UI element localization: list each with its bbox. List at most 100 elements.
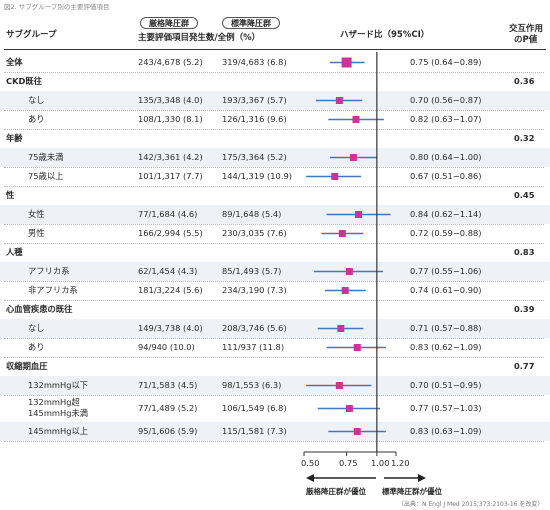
hazard-ratio-ci: 0.72 (0.59−0.88) xyxy=(410,227,482,238)
header-hr: ハザード比（95%CI） xyxy=(340,30,430,40)
standard-events: 111/937 (11.8) xyxy=(222,341,285,352)
subgroup-heading: 性 xyxy=(6,189,15,200)
subgroup-label-line2: 145mmHg未満 xyxy=(28,407,89,418)
row-separator xyxy=(4,243,544,244)
hazard-ratio-ci: 0.77 (0.55−1.06) xyxy=(410,265,482,276)
hr-marker xyxy=(335,97,343,104)
interaction-p-value: 0.32 xyxy=(514,132,535,143)
intensive-events: 62/1,454 (4.3) xyxy=(138,265,198,276)
intensive-events: 142/3,361 (4.2) xyxy=(138,151,203,162)
hazard-ratio-ci: 0.77 (0.57−1.03) xyxy=(410,402,482,413)
intensive-events: 77/1,489 (5.2) xyxy=(138,402,198,413)
row-band xyxy=(0,422,550,441)
hazard-ratio-ci: 0.82 (0.63−1.07) xyxy=(410,113,482,124)
subgroup-heading: 収縮期血圧 xyxy=(6,360,48,371)
row-separator xyxy=(4,110,544,111)
hazard-ratio-ci: 0.83 (0.63−1.09) xyxy=(410,425,482,436)
subgroup-heading: CKD既往 xyxy=(6,75,42,86)
subgroup-heading: 心血管疾患の既往 xyxy=(6,303,73,314)
hr-marker xyxy=(345,405,353,412)
row-band xyxy=(0,148,550,167)
hr-marker xyxy=(341,287,349,294)
favors-standard-arrowhead xyxy=(418,474,426,482)
row-separator xyxy=(4,167,544,168)
legend-intensive-pill: 厳格降圧群 xyxy=(140,17,198,29)
intensive-events: 71/1,583 (4.5) xyxy=(138,379,198,390)
row-separator xyxy=(4,129,544,130)
subgroup-label: アフリカ系 xyxy=(28,265,70,276)
figure-title: 図2. サブグループ別の主要評価項目 xyxy=(4,3,110,11)
favors-intensive-arrowhead xyxy=(306,474,314,482)
interaction-p-value: 0.77 xyxy=(514,360,535,371)
hr-marker xyxy=(331,173,339,180)
standard-events: 234/3,190 (7.3) xyxy=(222,284,287,295)
axis-tick-075: 0.75 xyxy=(339,458,358,468)
interaction-p-value: 0.83 xyxy=(514,246,535,257)
standard-events: 193/3,367 (5.7) xyxy=(222,94,287,105)
subgroup-label: 全体 xyxy=(6,56,23,67)
standard-events: 98/1,553 (6.3) xyxy=(222,379,282,390)
intensive-events: 149/3,738 (4.0) xyxy=(138,322,203,333)
hazard-ratio-ci: 0.83 (0.62−1.09) xyxy=(410,341,482,352)
intensive-events: 94/940 (10.0) xyxy=(138,341,195,352)
subgroup-label: あり xyxy=(28,113,45,124)
standard-events: 319/4,683 (6.8) xyxy=(222,56,287,67)
interaction-p-value: 0.36 xyxy=(514,75,535,86)
subgroup-label: 145mmHg以上 xyxy=(28,425,89,436)
standard-events: 208/3,746 (5.6) xyxy=(222,322,287,333)
standard-events: 175/3,364 (5.2) xyxy=(222,151,287,162)
subgroup-label: なし xyxy=(28,322,45,333)
favors-intensive-label: 厳格降圧群が優位 xyxy=(306,487,366,496)
hr-marker xyxy=(337,325,345,332)
hazard-ratio-ci: 0.75 (0.64−0.89) xyxy=(410,56,482,67)
intensive-events: 77/1,684 (4.6) xyxy=(138,208,198,219)
subgroup-label: なし xyxy=(28,94,45,105)
intensive-events: 108/1,330 (8.1) xyxy=(138,113,203,124)
subgroup-heading: 人種 xyxy=(6,246,23,257)
hr-marker xyxy=(335,382,343,389)
standard-events: 144/1,319 (10.9) xyxy=(222,170,292,181)
intensive-events: 101/1,317 (7.7) xyxy=(138,170,203,181)
header-pint-line2: のP値 xyxy=(514,35,538,45)
row-separator xyxy=(4,338,544,339)
row-separator xyxy=(4,300,544,301)
hazard-ratio-ci: 0.70 (0.56−0.87) xyxy=(410,94,482,105)
intensive-events: 181/3,224 (5.6) xyxy=(138,284,203,295)
row-band xyxy=(0,91,550,110)
hr-marker xyxy=(352,116,360,123)
hazard-ratio-ci: 0.67 (0.51−0.86) xyxy=(410,170,482,181)
header-subgroup: サブグループ xyxy=(6,30,57,40)
standard-events: 106/1,549 (6.8) xyxy=(222,402,287,413)
hr-marker xyxy=(341,57,352,68)
standard-events: 89/1,648 (5.4) xyxy=(222,208,282,219)
row-separator xyxy=(4,224,544,225)
axis-tick-120: 1.20 xyxy=(391,458,410,468)
row-band xyxy=(0,262,550,281)
row-separator xyxy=(4,357,544,358)
source-note: （出典：N Engl J Med 2015;373:2103-16 を改変） xyxy=(398,501,544,508)
subgroup-label: 男性 xyxy=(28,227,45,238)
hazard-ratio-ci: 0.70 (0.51−0.95) xyxy=(410,379,482,390)
subgroup-label: 非アフリカ系 xyxy=(28,284,78,295)
subgroup-heading: 年齢 xyxy=(6,132,23,143)
standard-events: 115/1,581 (7.3) xyxy=(222,425,287,436)
hr-marker xyxy=(353,344,361,351)
hr-marker xyxy=(355,211,363,218)
row-separator xyxy=(4,72,544,73)
intensive-events: 95/1,606 (5.9) xyxy=(138,425,198,436)
interaction-p-value: 0.39 xyxy=(514,303,535,314)
subgroup-label: あり xyxy=(28,341,45,352)
hr-marker xyxy=(338,230,346,237)
intensive-events: 166/2,994 (5.5) xyxy=(138,227,203,238)
header-events: 主要評価項目発生数/全例（%） xyxy=(138,33,261,43)
subgroup-label: 75歳以上 xyxy=(28,170,64,181)
standard-events: 126/1,316 (9.6) xyxy=(222,113,287,124)
row-band xyxy=(0,205,550,224)
row-separator xyxy=(4,395,544,396)
hazard-ratio-ci: 0.74 (0.61−0.90) xyxy=(410,284,482,295)
subgroup-label: 75歳未満 xyxy=(28,151,64,162)
row-band xyxy=(0,376,550,395)
hazard-ratio-ci: 0.80 (0.64−1.00) xyxy=(410,151,482,162)
header-pint-line1: 交互作用 xyxy=(509,24,544,34)
